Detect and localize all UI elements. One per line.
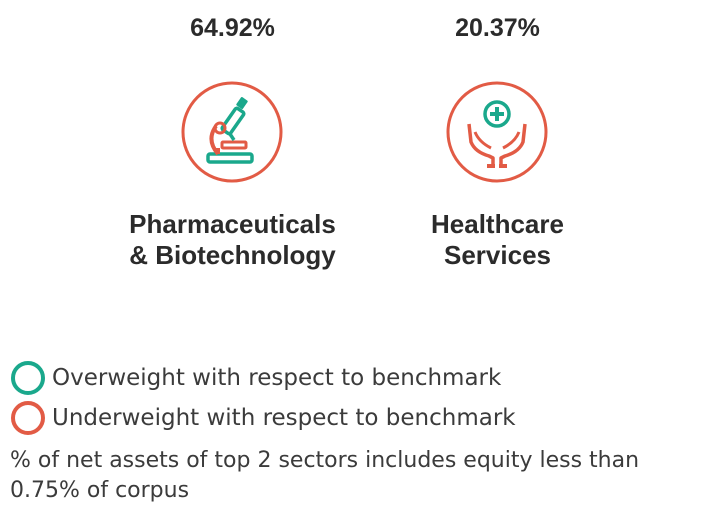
legend-underweight-label: Underweight with respect to benchmark — [52, 405, 516, 431]
sector-pharma-percent: 64.92% — [190, 14, 275, 42]
sector-healthcare-name-line1: Healthcare — [431, 209, 564, 239]
underweight-ring-icon — [11, 401, 45, 435]
sector-healthcare-name-line2: Services — [444, 240, 551, 270]
sector-healthcare-name: Healthcare Services — [395, 209, 600, 271]
sector-pharma-name: Pharmaceuticals & Biotechnology — [100, 209, 365, 271]
sector-pharma: 64.92% Pharmaceuticals & Biotechnology — [100, 0, 365, 300]
sector-pharma-name-line2: & Biotechnology — [129, 240, 336, 270]
medical-care-hands-icon — [446, 81, 548, 183]
legend-overweight-label: Overweight with respect to benchmark — [52, 365, 502, 391]
sector-healthcare: 20.37% Healthcare Services — [395, 0, 600, 300]
footnote: % of net assets of top 2 sectors include… — [10, 448, 640, 503]
sector-healthcare-percent: 20.37% — [455, 14, 540, 42]
sector-pharma-badge — [180, 80, 284, 184]
sector-healthcare-badge — [445, 80, 549, 184]
legend-overweight: Overweight with respect to benchmark — [10, 360, 501, 396]
legend-underweight: Underweight with respect to benchmark — [10, 400, 516, 436]
microscope-icon — [181, 81, 283, 183]
sector-pharma-name-line1: Pharmaceuticals — [129, 209, 336, 239]
overweight-ring-icon — [11, 361, 45, 395]
